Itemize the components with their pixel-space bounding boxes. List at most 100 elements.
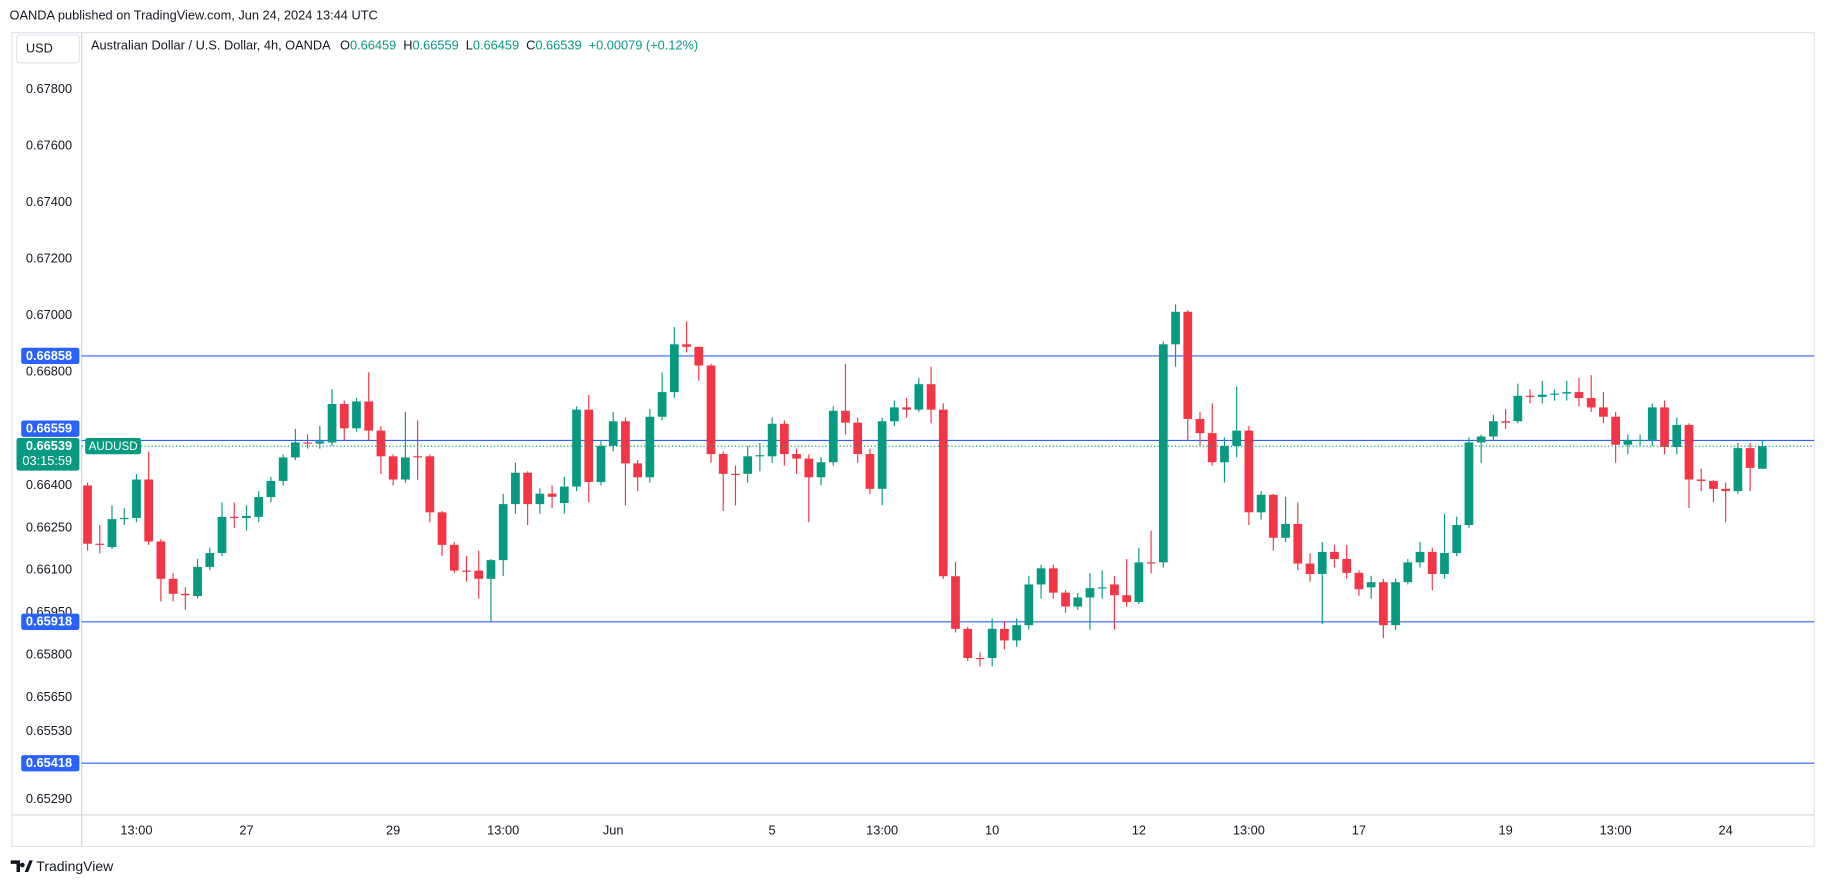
candle-body xyxy=(119,517,129,520)
x-tick-label: 10 xyxy=(985,823,999,838)
candle-body xyxy=(559,486,569,503)
y-tick-label: 0.67000 xyxy=(26,307,72,322)
chart-frame xyxy=(11,32,1815,847)
candle-body xyxy=(266,480,276,498)
currency-box[interactable] xyxy=(15,34,80,64)
candle-body xyxy=(1709,480,1718,489)
candle-body xyxy=(1110,584,1119,596)
candle-body xyxy=(1733,448,1743,492)
candle-body xyxy=(1305,563,1315,574)
x-tick-label: 12 xyxy=(1132,823,1146,838)
candle-body xyxy=(682,344,691,347)
candle-body xyxy=(1048,568,1058,593)
candle-body xyxy=(498,504,508,561)
candle-body xyxy=(1195,418,1205,434)
candle-body xyxy=(1220,445,1229,463)
candle-body xyxy=(1330,551,1339,559)
candle-body xyxy=(180,593,190,596)
candle-body xyxy=(376,430,386,457)
candle-body xyxy=(242,516,251,518)
candle-body xyxy=(731,473,740,476)
candle-body xyxy=(1745,448,1755,468)
candle-body xyxy=(352,401,361,429)
candle-body xyxy=(1403,562,1413,583)
y-tick-label: 0.66400 xyxy=(26,477,72,492)
candle-body xyxy=(755,455,765,457)
candle-body xyxy=(364,401,374,431)
candle-body xyxy=(1000,628,1009,641)
candle-body xyxy=(1721,488,1731,492)
y-tick-label: 0.65800 xyxy=(26,647,72,662)
x-tick-label: 17 xyxy=(1352,823,1366,838)
level-label-box xyxy=(21,755,80,772)
y-tick-label: 0.67200 xyxy=(26,251,72,266)
level-label: 0.65918 xyxy=(26,614,72,629)
candle-body xyxy=(535,493,545,505)
candle-body xyxy=(254,497,264,517)
candle-body xyxy=(1635,439,1645,442)
candle-body xyxy=(877,421,887,489)
candle-body xyxy=(1525,395,1535,397)
candle-body xyxy=(401,457,410,480)
candle-body xyxy=(767,423,777,457)
legend-letter: C xyxy=(526,38,535,53)
candle-body xyxy=(1574,392,1584,399)
level-label-box xyxy=(21,420,80,437)
candle-body xyxy=(890,407,899,422)
level-label-box xyxy=(21,347,80,365)
candle-body xyxy=(217,516,227,554)
candle-body xyxy=(303,442,312,444)
candle-body xyxy=(1354,572,1364,590)
candle-body xyxy=(902,407,911,410)
candle-body xyxy=(926,384,936,410)
candle-body xyxy=(1440,553,1449,574)
candle-body xyxy=(1207,433,1217,463)
candle-body xyxy=(1427,551,1437,574)
y-tick-label: 0.65530 xyxy=(26,723,72,738)
candle-body xyxy=(1476,436,1486,443)
legend: Australian Dollar / U.S. Dollar, 4h, OAN… xyxy=(91,38,698,53)
candle-body xyxy=(474,570,484,579)
candle-body xyxy=(1134,562,1144,602)
currency-label[interactable]: USD xyxy=(26,40,53,55)
candle-body xyxy=(572,409,581,487)
y-tick-label: 0.65650 xyxy=(26,689,72,704)
candle-body xyxy=(1501,421,1510,423)
candle-body xyxy=(156,541,166,579)
candle-body xyxy=(645,416,655,478)
candle-body xyxy=(669,344,679,393)
publisher-line: OANDA published on TradingView.com, Jun … xyxy=(10,8,378,23)
candle-body xyxy=(963,628,973,658)
candle-body xyxy=(278,457,288,481)
candle-body xyxy=(743,456,753,474)
candle-body xyxy=(1366,582,1376,588)
symbol-tag-box xyxy=(85,437,142,455)
x-tick-label: 29 xyxy=(386,823,400,838)
level-label: 0.66858 xyxy=(26,348,72,363)
candle-body xyxy=(951,576,960,629)
candle-body xyxy=(828,410,838,463)
candle-body xyxy=(1599,407,1608,417)
candle-body xyxy=(83,485,92,544)
candle-body xyxy=(1537,394,1547,397)
y-tick-label: 0.66100 xyxy=(26,562,72,577)
legend-change: +0.00079 (+0.12%) xyxy=(589,38,699,53)
candle-body xyxy=(596,445,606,483)
y-tick-label: 0.67600 xyxy=(26,137,72,152)
y-tick-label: 0.66800 xyxy=(26,364,72,379)
candle-body xyxy=(608,421,618,446)
candle-body xyxy=(1232,430,1242,446)
candle-body xyxy=(425,456,435,513)
candle-body xyxy=(1452,525,1462,554)
candle-body xyxy=(1012,625,1021,641)
candle-body xyxy=(694,346,704,366)
candle-body xyxy=(914,384,924,410)
x-tick-label: 13:00 xyxy=(120,823,152,838)
candle-body xyxy=(315,441,325,444)
candle-body xyxy=(1256,494,1266,513)
candle-body xyxy=(413,456,422,458)
candle-body xyxy=(1024,584,1034,626)
y-tick-label: 0.65290 xyxy=(26,791,72,806)
footer-brand: TradingView xyxy=(36,858,114,874)
candle-body xyxy=(1073,597,1083,607)
